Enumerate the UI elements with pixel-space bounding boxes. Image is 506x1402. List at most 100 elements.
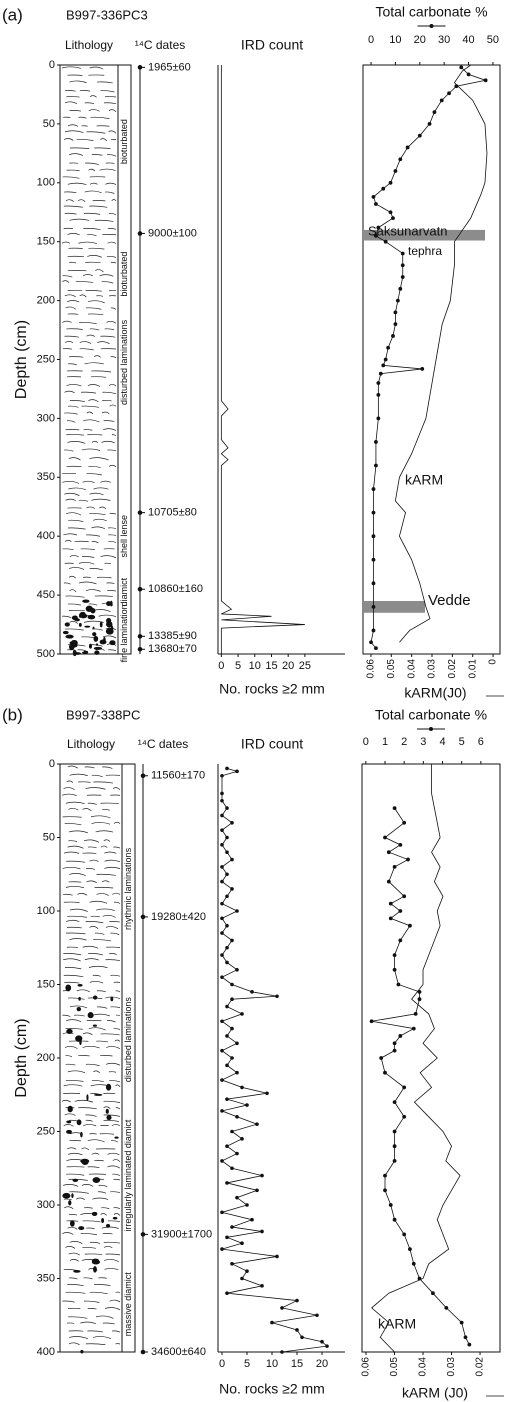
lithology-line <box>68 1342 80 1346</box>
carbonate-point <box>381 363 386 368</box>
ird-point <box>230 1166 234 1171</box>
lithology-line <box>101 411 110 414</box>
lithology-line <box>66 512 82 516</box>
ird-point <box>220 798 224 803</box>
plot-frame <box>362 64 501 655</box>
lithology-line <box>67 420 76 423</box>
unit-column <box>121 763 136 1353</box>
lithology-line <box>102 766 113 769</box>
x-tick-label: 10 <box>249 660 261 672</box>
karm-line <box>371 764 461 1353</box>
ird-point <box>230 1026 234 1031</box>
lithology-line <box>102 391 117 395</box>
lithology-line <box>113 1028 121 1031</box>
clast <box>106 1115 112 1121</box>
ird-point <box>225 1034 229 1038</box>
lithology-line <box>112 1173 121 1176</box>
lithology-line <box>93 939 112 942</box>
lithology-line <box>96 576 112 579</box>
lithology-line <box>101 440 115 444</box>
lithology-line <box>62 1300 75 1303</box>
lithology-line <box>88 965 108 968</box>
lithology-line <box>104 866 121 869</box>
lithology-line <box>67 300 80 303</box>
lithology-line <box>78 241 98 244</box>
lithology-line <box>106 946 121 948</box>
y-tick-label: 350 <box>37 1272 55 1284</box>
lithology-line <box>111 1124 121 1127</box>
lithology-line <box>107 1152 120 1156</box>
ird-point <box>225 1097 229 1101</box>
lithology-line <box>82 1045 100 1049</box>
lithology-line <box>84 102 95 104</box>
lithology-line <box>103 1106 111 1110</box>
ird-point <box>270 1320 274 1325</box>
lithology-line <box>68 519 84 522</box>
lithology-line <box>85 921 104 924</box>
clast <box>99 621 103 628</box>
lithology-line <box>82 1220 101 1223</box>
panel-label: (b) <box>2 705 23 724</box>
clast <box>101 1217 105 1224</box>
lithology-line <box>68 1316 88 1319</box>
lithology-line <box>82 274 93 277</box>
lithology-line <box>98 1184 108 1187</box>
carbonate-point <box>381 186 386 191</box>
lithology-line <box>65 932 86 935</box>
lithology-line <box>65 306 77 310</box>
carbonate-point <box>376 381 381 385</box>
ird-point <box>220 931 224 935</box>
clast <box>71 1193 74 1199</box>
clast <box>112 1216 118 1220</box>
ird-title: IRD count <box>241 37 303 53</box>
carbonate-point <box>371 557 376 562</box>
lithology-line <box>85 1063 100 1066</box>
carbonate-point <box>398 938 403 943</box>
ird-point <box>245 1203 249 1207</box>
lithology-line <box>64 335 80 338</box>
lithology-line <box>91 154 103 156</box>
lithology-line <box>96 893 109 896</box>
carbonate-point <box>395 298 400 303</box>
panel-title: B997-336PC3 <box>66 7 148 22</box>
lithology-line <box>78 781 91 783</box>
clast <box>72 649 77 657</box>
lithology-line <box>105 191 115 194</box>
lithology-line <box>110 1191 121 1193</box>
carbonate-point <box>392 967 397 972</box>
lithology-line <box>115 990 121 993</box>
lithology-line <box>102 1322 115 1325</box>
lithology-line <box>95 830 114 833</box>
lithology-line <box>110 974 121 977</box>
lithology-line <box>105 959 121 961</box>
lithology-line <box>62 866 81 870</box>
carbonate-point <box>383 1070 387 1075</box>
ird-point <box>260 1173 264 1178</box>
lithology-line <box>87 384 101 387</box>
x-tick-label: 15 <box>265 660 277 672</box>
carbonate-point <box>420 367 425 371</box>
legend-dot <box>429 727 433 731</box>
lithology-line <box>91 822 111 825</box>
carbonate-point <box>374 233 378 238</box>
unit-label: fine lamination <box>119 604 129 662</box>
ird-point <box>295 1298 299 1303</box>
clast <box>105 1108 109 1114</box>
lithology-line <box>69 1336 89 1340</box>
lithology-line <box>69 621 79 624</box>
lithology-line <box>68 1277 78 1280</box>
y-axis-label: Depth (cm) <box>13 320 30 399</box>
lithology-line <box>66 919 80 922</box>
lithology-line <box>69 400 85 402</box>
lithology-line <box>100 480 112 483</box>
carbonate-point <box>383 239 388 244</box>
lithology-line <box>85 307 102 310</box>
unit-label: disturbed laminations <box>119 319 129 405</box>
x-tick-label: 20 <box>282 660 294 672</box>
lithology-line <box>64 101 78 105</box>
clast <box>91 1259 101 1265</box>
lithology-line <box>97 341 110 345</box>
carbonate-point <box>400 251 405 256</box>
lithology-line <box>94 595 113 597</box>
